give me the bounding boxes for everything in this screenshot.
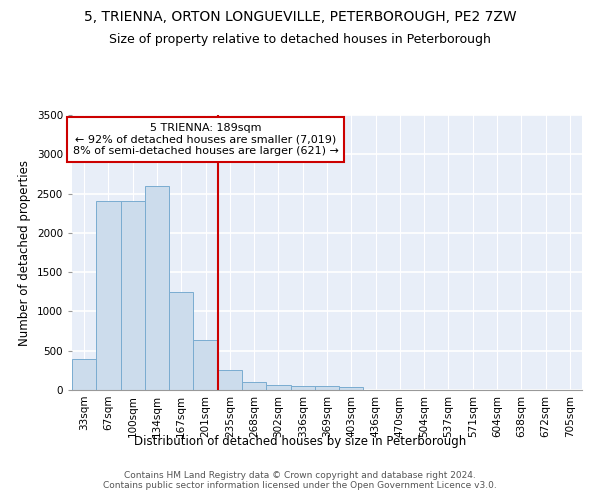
Text: Size of property relative to detached houses in Peterborough: Size of property relative to detached ho… bbox=[109, 32, 491, 46]
Bar bbox=[218, 370, 242, 390]
Bar bbox=[96, 202, 121, 390]
Text: 5, TRIENNA, ORTON LONGUEVILLE, PETERBOROUGH, PE2 7ZW: 5, TRIENNA, ORTON LONGUEVILLE, PETERBORO… bbox=[83, 10, 517, 24]
Bar bbox=[72, 360, 96, 390]
Bar bbox=[315, 386, 339, 390]
Y-axis label: Number of detached properties: Number of detached properties bbox=[18, 160, 31, 346]
Bar bbox=[169, 292, 193, 390]
Text: Contains HM Land Registry data © Crown copyright and database right 2024.
Contai: Contains HM Land Registry data © Crown c… bbox=[103, 470, 497, 490]
Bar bbox=[242, 382, 266, 390]
Text: 5 TRIENNA: 189sqm
← 92% of detached houses are smaller (7,019)
8% of semi-detach: 5 TRIENNA: 189sqm ← 92% of detached hous… bbox=[73, 123, 338, 156]
Bar bbox=[193, 340, 218, 390]
Bar bbox=[121, 202, 145, 390]
Bar bbox=[145, 186, 169, 390]
Text: Distribution of detached houses by size in Peterborough: Distribution of detached houses by size … bbox=[134, 435, 466, 448]
Bar bbox=[290, 386, 315, 390]
Bar bbox=[339, 387, 364, 390]
Bar bbox=[266, 386, 290, 390]
